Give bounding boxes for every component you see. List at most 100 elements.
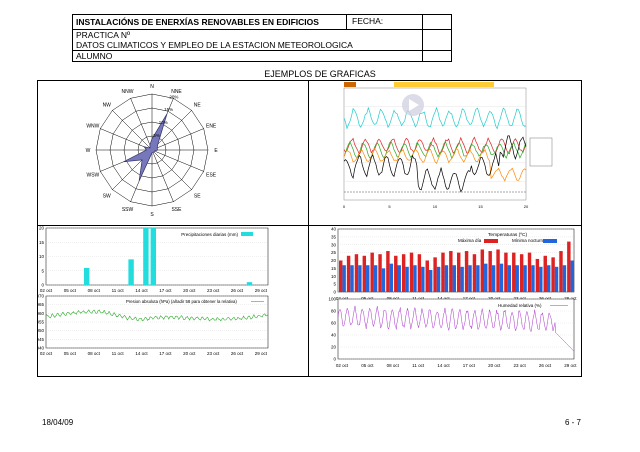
x-tick-label: 23 oct (514, 296, 527, 301)
tick-label: 15 (478, 204, 483, 209)
y-tick-label: 0 (333, 290, 336, 295)
max-temp-bar (433, 257, 437, 292)
x-tick-label: 05 oct (361, 363, 374, 368)
precipitation-chart: 0 5 10 15 20 Precipitaciones diarias (mm) 02 o… (39, 226, 269, 293)
y-tick-label: 20 (39, 226, 45, 231)
charts-grid (37, 80, 582, 377)
direction-label: WNW (86, 124, 99, 130)
min-temp-bar (562, 265, 567, 292)
max-temp-bar (409, 252, 414, 292)
temperature-lines-chart: 0 5 10 15 20 (318, 82, 558, 214)
min-temp-bar (554, 266, 559, 292)
max-temp-bar (401, 254, 406, 292)
x-tick-label: 29 oct (255, 288, 268, 293)
y-tick-label: 955 (38, 320, 44, 325)
x-tick-label: 20 oct (183, 288, 196, 293)
precipitation-bar (128, 259, 134, 285)
x-tick-label: 11 oct (112, 288, 125, 293)
min-temp-bar (491, 265, 496, 292)
legend-swatch (543, 239, 557, 243)
direction-label: N (150, 84, 154, 90)
max-temp-bar (346, 255, 351, 292)
x-tick-label: 29 oct (564, 363, 577, 368)
min-temp-bar (507, 265, 512, 292)
direction-label: NNW (122, 89, 134, 95)
direction-label: SSE (171, 207, 182, 213)
direction-label: NE (194, 103, 202, 109)
temperature-series-line (343, 147, 527, 182)
x-tick-label: 26 oct (539, 363, 552, 368)
min-temp-bar (531, 265, 535, 292)
max-temp-bar (417, 254, 422, 292)
max-temp-bar (527, 252, 532, 292)
y-tick-label: 15 (39, 240, 45, 245)
x-tick-label: 23 oct (207, 288, 220, 293)
y-tick-label: 20 (331, 258, 337, 263)
x-tick-label: 17 oct (463, 296, 476, 301)
direction-label: W (86, 148, 91, 154)
max-temp-bar (496, 249, 500, 292)
y-tick-label: 80 (331, 309, 337, 314)
spoke (130, 98, 153, 151)
header-table: INSTALACIÓNS DE ENERXÍAS RENOVABLES EN E… (72, 14, 452, 62)
x-tick-label: 02 oct (40, 288, 53, 293)
direction-label: NW (103, 103, 112, 109)
y-tick-label: 100 (328, 297, 336, 302)
min-temp-bar (436, 266, 441, 292)
max-temp-bar (425, 260, 429, 292)
date-label: FECHA: (352, 16, 384, 26)
min-temp-bar (428, 269, 433, 292)
min-temp-bar (499, 263, 504, 292)
x-tick-label: 11 oct (412, 296, 425, 301)
max-temp-bar (362, 255, 367, 292)
x-tick-label: 20 oct (488, 363, 501, 368)
tick-label: 10 (433, 204, 438, 209)
max-temp-bar (441, 252, 445, 292)
direction-label: ENE (206, 124, 217, 130)
x-tick-label: 29 oct (564, 296, 577, 301)
ring-label: 20% (169, 94, 178, 99)
y-tick-label: 970 (38, 294, 44, 299)
x-tick-label: 14 oct (437, 296, 450, 301)
min-temp-bar (539, 266, 543, 292)
y-tick-label: 960 (38, 311, 44, 316)
temperature-series-line (343, 136, 527, 155)
x-tick-label: 17 oct (159, 288, 172, 293)
min-temp-bar (405, 266, 409, 292)
ring-label: 15% (164, 107, 173, 112)
min-temp-bar (570, 260, 574, 292)
y-tick-label: 35 (331, 234, 337, 239)
min-temp-bar (358, 265, 362, 292)
footer-page: 6 - 7 (565, 418, 582, 427)
min-temp-bar (468, 265, 472, 292)
max-temp-bar (480, 249, 485, 292)
spoke (151, 110, 192, 151)
x-tick-label: 02 oct (40, 351, 53, 356)
spoke (151, 128, 204, 151)
max-temp-bar (543, 255, 547, 292)
x-tick-label: 05 oct (361, 296, 374, 301)
min-temp-bar (421, 266, 425, 292)
direction-label: S (150, 212, 154, 218)
max-temp-bar (551, 257, 555, 292)
legend-label: Precipitaciones diarias (mm) (181, 232, 238, 237)
max-temp-bar (354, 254, 359, 292)
x-tick-label: 14 oct (437, 363, 450, 368)
min-temp-bar (484, 263, 488, 292)
wind-rose-chart: N NNE NE ENE E ESE SE SSE S SSW SW WSW W WNW NW NNW 5% 10… (86, 84, 219, 218)
header-row-line (73, 50, 451, 51)
spoke (151, 149, 192, 190)
y-tick-label: 10 (39, 254, 45, 259)
x-tick-label: 08 oct (88, 351, 101, 356)
min-temp-bar (460, 266, 464, 292)
x-tick-label: 02 oct (336, 363, 349, 368)
direction-label: WSW (86, 172, 99, 178)
header-row-line (73, 29, 451, 30)
legend-label: Presion absoluta (hPa) (añadir 58 para o… (126, 299, 237, 304)
humidity-chart: 0 20 40 60 80 100 Humedad relativa (%) 02 oct 05… (328, 297, 577, 369)
legend-label: Humedad relativa (%) (498, 303, 542, 308)
legend-swatch (241, 232, 253, 236)
y-tick-label: 945 (38, 337, 44, 342)
y-tick-label: 40 (331, 227, 337, 232)
max-temp-bar (535, 258, 540, 292)
